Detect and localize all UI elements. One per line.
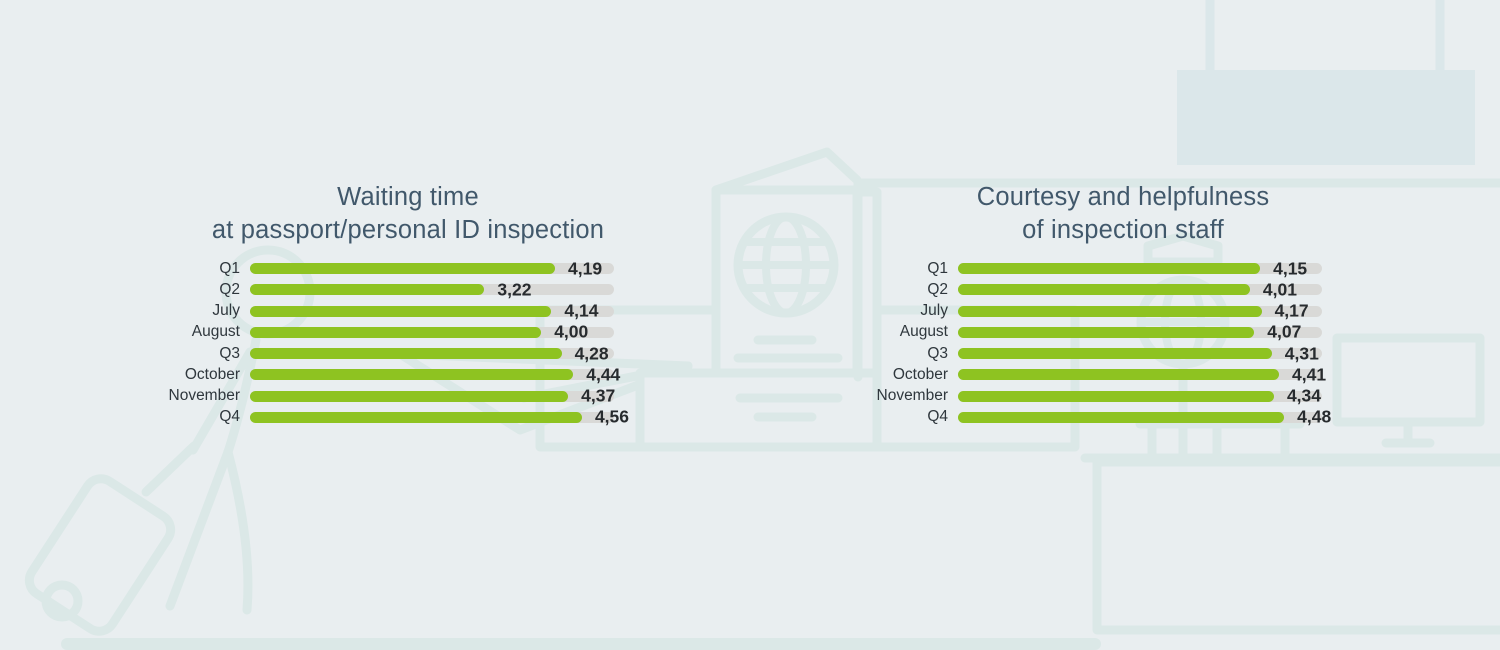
bar-fill [250, 369, 574, 381]
category-label: July [920, 302, 948, 320]
value-label: 4,14 [564, 300, 599, 321]
bar-fill [250, 284, 485, 296]
category-label: Q1 [219, 259, 240, 277]
value-label: 4,17 [1274, 300, 1309, 321]
bar-fill [958, 326, 1255, 338]
bar-fill [958, 284, 1250, 296]
chart-row: October 4,41 [858, 364, 1326, 385]
bar-fill [958, 369, 1280, 381]
value-label: 4,07 [1267, 321, 1302, 342]
bar-fill [958, 390, 1274, 402]
bar-fill [250, 326, 542, 338]
bar-track: 3,22 [250, 279, 614, 299]
category-label: July [212, 302, 240, 320]
chart-row: August 4,00 [150, 322, 614, 343]
chart-title-line1: Waiting time [337, 183, 479, 211]
bar-track: 4,56 [250, 407, 629, 427]
bar-fill [958, 305, 1262, 317]
category-label: Q3 [927, 344, 948, 362]
value-label: 4,48 [1297, 406, 1332, 427]
value-label: 4,56 [594, 406, 630, 427]
chart-rows: Q1 4,19 Q2 3,22 July 4,14 August 4,00 Q3 4,28 Octo… [150, 258, 630, 428]
chart-row: Q3 4,31 [858, 343, 1322, 364]
value-label: 4,28 [574, 343, 609, 364]
value-label: 4,01 [1262, 279, 1297, 300]
chart-title-line2: at passport/personal ID inspection [211, 216, 605, 244]
bar-track: 4,48 [958, 407, 1331, 427]
bar-fill [250, 263, 556, 275]
category-label: Q1 [927, 259, 948, 277]
chart-title: Waiting time at passport/personal ID ins… [148, 181, 668, 247]
category-label: October [892, 365, 948, 383]
bar-track: 4,01 [958, 279, 1322, 299]
chart-row: Q2 3,22 [150, 279, 614, 300]
chart-title: Courtesy and helpfulness of inspection s… [863, 181, 1383, 247]
chart-row: October 4,44 [150, 364, 620, 385]
category-label: November [168, 387, 241, 405]
chart-title-line2: of inspection staff [1022, 216, 1224, 244]
value-label: 4,34 [1286, 385, 1321, 406]
monitor-icon [1332, 333, 1485, 448]
chart-row: Q4 4,48 [858, 407, 1331, 428]
category-label: Q4 [219, 408, 240, 426]
bar-fill [958, 348, 1272, 360]
category-label: Q4 [927, 408, 948, 426]
wall-line [853, 178, 1500, 382]
chart-row: July 4,14 [150, 301, 614, 322]
chart-row: Q2 4,01 [858, 279, 1322, 300]
chart-row: November 4,34 [858, 386, 1322, 407]
chart-row: November 4,37 [150, 386, 616, 407]
chart-rows: Q1 4,15 Q2 4,01 July 4,17 August 4,07 Q3 4,31 Octo… [858, 258, 1332, 428]
info-kiosk-icon [1135, 231, 1305, 461]
value-label: 4,37 [581, 385, 616, 406]
value-label: 4,00 [554, 321, 589, 342]
bar-track: 4,17 [958, 301, 1322, 321]
bar-track: 4,31 [958, 343, 1322, 363]
bar-track: 4,00 [250, 322, 614, 342]
chart-row: August 4,07 [858, 322, 1322, 343]
value-label: 4,15 [1273, 258, 1308, 279]
category-label: Q3 [219, 344, 240, 362]
bar-fill [250, 411, 582, 423]
desk-icon [1080, 453, 1500, 635]
chart-row: Q1 4,15 [858, 258, 1322, 279]
chart-row: Q4 4,56 [150, 407, 629, 428]
bar-fill [250, 390, 569, 402]
chart-title-line1: Courtesy and helpfulness [976, 183, 1270, 211]
passport-icon [635, 147, 882, 452]
chart-row: Q3 4,28 [150, 343, 614, 364]
bar-track: 4,41 [958, 364, 1326, 384]
bar-track: 4,28 [250, 343, 614, 363]
value-label: 3,22 [497, 279, 532, 300]
bar-fill [250, 348, 562, 360]
category-label: Q2 [219, 280, 240, 298]
chart-row: Q1 4,19 [150, 258, 614, 279]
category-label: November [876, 387, 949, 405]
bar-track: 4,07 [958, 322, 1322, 342]
value-label: 4,19 [568, 258, 603, 279]
bar-track: 4,19 [250, 258, 614, 278]
category-label: October [184, 365, 240, 383]
bar-fill [958, 411, 1285, 423]
chart-row: July 4,17 [858, 301, 1322, 322]
bar-track: 4,14 [250, 301, 614, 321]
value-label: 4,41 [1292, 364, 1327, 385]
signboard [1177, 0, 1475, 165]
category-label: August [899, 323, 948, 341]
bar-fill [250, 305, 552, 317]
bar-track: 4,34 [958, 386, 1322, 406]
bar-track: 4,44 [250, 364, 620, 384]
category-label: August [191, 323, 240, 341]
category-label: Q2 [927, 280, 948, 298]
value-label: 4,44 [586, 364, 621, 385]
value-label: 4,31 [1284, 343, 1319, 364]
bar-track: 4,15 [958, 258, 1322, 278]
bar-track: 4,37 [250, 386, 615, 406]
bar-fill [958, 263, 1261, 275]
